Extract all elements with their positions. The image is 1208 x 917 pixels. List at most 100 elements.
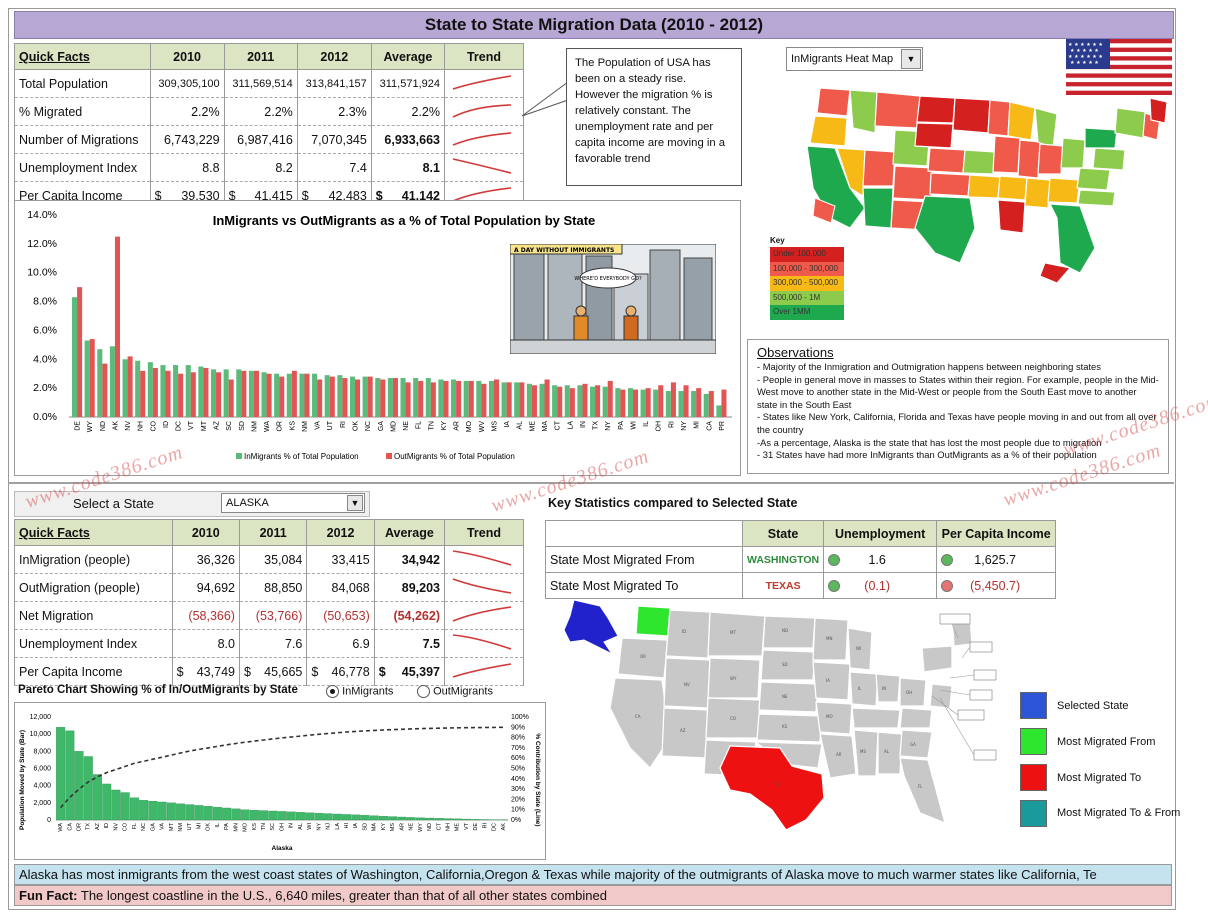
x-tick-label: SC: [226, 421, 233, 431]
svg-text:NV: NV: [684, 682, 690, 687]
bar-out: [190, 372, 196, 417]
texas-shape: [719, 745, 825, 830]
bar-in: [84, 340, 90, 417]
svg-text:MS: MS: [860, 749, 866, 754]
bar-in: [236, 369, 242, 417]
table-row: Net Migration (58,366) (53,766) (50,653)…: [14, 601, 524, 630]
x-tick-label: SD: [362, 823, 368, 831]
bar-out: [607, 380, 613, 417]
pareto-bar: [74, 751, 84, 821]
bar-in: [539, 383, 545, 417]
alaska-selected-shape: [563, 599, 619, 656]
column-header: 2011: [238, 519, 308, 546]
bar-out: [178, 373, 184, 417]
svg-text:★ ★ ★ ★ ★ ★: ★ ★ ★ ★ ★ ★: [1068, 42, 1103, 48]
x-tick-label: MA: [372, 823, 378, 832]
bar-in: [552, 385, 558, 417]
cell-value: 7.4: [296, 153, 372, 182]
cell-value: 8.0: [171, 629, 240, 658]
x-tick-label: TX: [86, 823, 92, 830]
cell-value: (58,366): [171, 601, 240, 630]
x-tick-label: OK: [352, 421, 359, 431]
pareto-bar: [406, 817, 416, 821]
column-header: Quick Facts: [14, 43, 151, 70]
y-tick-label: 2.0%: [33, 382, 57, 394]
pareto-title: Pareto Chart Showing % of In/OutMigrants…: [18, 684, 298, 696]
unemployment-value: 1.6: [868, 552, 886, 567]
x-tick-label: HI: [344, 823, 350, 829]
bar-out: [241, 370, 247, 417]
x-tick-label: NM: [251, 421, 258, 432]
cell-value: 2.3%: [296, 97, 372, 126]
observation-line: - 31 States have had more InMigrants tha…: [757, 449, 1097, 461]
pareto-bar: [194, 805, 204, 821]
chevron-down-icon[interactable]: ▼: [347, 495, 363, 511]
bar-out: [279, 376, 285, 417]
x-tick-label: WY: [418, 823, 424, 832]
key-item: 300,000 - 500,000: [770, 276, 844, 291]
currency-symbol: $: [243, 664, 251, 679]
y-tick-label: 4,000: [33, 783, 51, 790]
unemployment-cell: 1.6: [823, 546, 938, 573]
cell-value: 2.2%: [149, 97, 225, 126]
observation-line: - People in general move in masses to St…: [757, 373, 1159, 410]
radio-selected-icon[interactable]: [326, 685, 339, 698]
x-tick-label: WY: [87, 421, 94, 433]
cell-value-number: 39,530: [181, 188, 220, 203]
svg-text:AR: AR: [836, 752, 842, 757]
x-tick-label: CA: [67, 823, 73, 831]
legend-swatch-out: [386, 453, 392, 459]
x-tick-label: CO: [123, 822, 129, 831]
legend-selected-state-swatch: [1020, 692, 1047, 719]
bar-out: [89, 339, 95, 417]
chevron-down-icon[interactable]: ▼: [901, 49, 921, 69]
trend-sparkline: [444, 629, 524, 658]
bar-in: [337, 375, 343, 417]
row-label: OutMigration (people): [14, 573, 173, 602]
trend-sparkline: [444, 153, 524, 182]
x-tick-label: NC: [365, 421, 372, 431]
x-tick-label: CT: [555, 420, 562, 430]
x-tick-label: OK: [206, 823, 212, 831]
pareto-bar: [314, 812, 324, 821]
x-tick-label: IA: [353, 823, 359, 829]
status-dot-icon: [828, 554, 841, 567]
pareto-bar: [332, 813, 342, 821]
x-tick-label: TN: [428, 421, 435, 430]
state-dropdown[interactable]: ALASKA ▼: [221, 493, 365, 513]
radio-inmigrants[interactable]: InMigrants: [326, 685, 393, 698]
svg-text:★ ★ ★ ★ ★: ★ ★ ★ ★ ★: [1070, 60, 1099, 66]
x-tick-label: ND: [100, 421, 107, 431]
pareto-bar: [471, 819, 481, 821]
bar-in: [72, 297, 78, 417]
cell-value: 8.2: [223, 153, 298, 182]
bar-out: [266, 373, 272, 417]
bar-out: [342, 378, 348, 417]
key-title: Key: [770, 236, 785, 245]
x-tick-label: IA: [504, 421, 511, 428]
x-tick-label: MO: [466, 420, 473, 432]
table-row: Unemployment Index 8.0 7.6 6.9 7.5: [14, 629, 524, 658]
y-tick-label: 10,000: [30, 731, 52, 738]
bar-out: [468, 380, 474, 417]
x-tick-label: NM: [178, 823, 184, 832]
cell-value: 313,841,157: [296, 69, 372, 98]
table-row: State Most Migrated From WASHINGTON 1.6 …: [545, 546, 1057, 573]
bar-out: [645, 388, 651, 417]
cell-value: 33,415: [306, 545, 375, 574]
bar-in: [413, 378, 419, 417]
pareto-bar: [231, 808, 241, 821]
y-tick-label: 0: [47, 817, 51, 824]
svg-text:MN: MN: [826, 636, 832, 641]
x-tick-label: UT: [187, 822, 193, 830]
bar-out: [291, 370, 297, 417]
callout-pointer: [521, 81, 569, 117]
x-tick-label: FL: [416, 421, 423, 429]
radio-unselected-icon[interactable]: [417, 685, 430, 698]
heatmap-dropdown[interactable]: InMigrants Heat Map ▼: [786, 47, 923, 71]
x-tick-label: SC: [270, 823, 276, 831]
pareto-bar: [425, 817, 435, 821]
bar-out: [216, 372, 222, 417]
bar-in: [261, 372, 267, 417]
radio-outmigrants[interactable]: OutMigrants: [417, 685, 493, 698]
